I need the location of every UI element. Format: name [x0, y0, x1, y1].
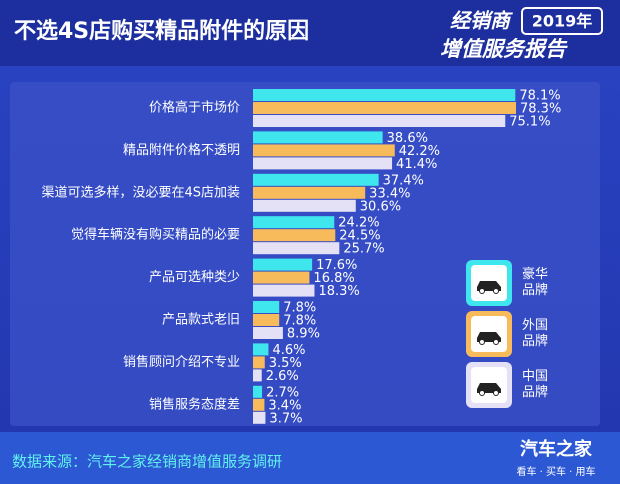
brand: 汽车之家	[520, 438, 593, 460]
legend-label: 中国品牌	[522, 369, 549, 400]
value-label: 42.2%	[399, 144, 440, 159]
bar	[253, 398, 265, 411]
value-label: 75.1%	[509, 115, 550, 130]
value-label: 18.3%	[318, 284, 359, 299]
bar	[253, 229, 336, 242]
category-label: 产品款式老旧	[162, 313, 240, 328]
category-label: 精品附件价格不透明	[123, 142, 240, 158]
value-label: 17.6%	[316, 258, 357, 273]
value-label: 24.5%	[339, 229, 380, 244]
value-label: 7.8%	[283, 301, 316, 316]
value-label: 4.6%	[272, 343, 305, 358]
bar	[253, 144, 395, 157]
bar	[253, 369, 262, 382]
value-label: 3.5%	[269, 356, 302, 371]
legend-wheel	[493, 339, 499, 345]
value-label: 25.7%	[343, 242, 384, 257]
bar	[253, 157, 393, 170]
bar	[253, 271, 310, 284]
report-name: 经销商	[450, 9, 513, 33]
value-label: 3.4%	[268, 398, 301, 413]
bar	[253, 173, 379, 186]
category-label: 销售顾问介绍不专业	[123, 354, 240, 370]
bar	[253, 385, 263, 398]
value-label: 41.4%	[396, 157, 437, 172]
value-label: 78.1%	[519, 89, 560, 104]
legend-label: 外国品牌	[522, 318, 549, 349]
category-label: 销售服务态度差	[149, 396, 240, 412]
bar	[253, 89, 516, 101]
report-year: 2019年	[532, 12, 593, 31]
bar	[253, 284, 315, 297]
value-label: 8.9%	[287, 327, 320, 342]
bar	[253, 216, 335, 229]
bar	[253, 242, 340, 255]
report-subtitle: 增值服务报告	[440, 37, 568, 61]
bar	[253, 356, 265, 369]
category-label: 渠道可选多样，没必要在4S店加装	[41, 184, 240, 200]
value-label: 38.6%	[387, 131, 428, 146]
value-label: 37.4%	[383, 173, 424, 188]
bar	[253, 186, 366, 199]
value-label: 2.7%	[266, 385, 299, 400]
value-label: 30.6%	[360, 199, 401, 214]
chart-title: 不选4S店购买精品附件的原因	[14, 18, 309, 44]
legend-label: 豪华品牌	[522, 267, 549, 298]
legend-wheel	[479, 390, 485, 396]
slogan: 看车 · 买车 · 用车	[516, 465, 595, 478]
value-label: 33.4%	[369, 186, 410, 201]
bar	[253, 102, 516, 114]
category-label: 产品可选种类少	[149, 270, 240, 285]
value-label: 7.8%	[283, 314, 316, 329]
bar	[253, 301, 280, 313]
value-label: 24.2%	[338, 216, 379, 231]
bar	[253, 411, 266, 424]
header-band	[0, 0, 620, 66]
value-label: 3.7%	[269, 411, 302, 426]
bar	[253, 115, 506, 127]
bar	[253, 343, 269, 356]
bar	[253, 314, 280, 326]
bar	[253, 258, 313, 271]
value-label: 78.3%	[520, 102, 561, 117]
value-label: 16.8%	[313, 271, 354, 286]
bar	[253, 131, 383, 144]
legend-wheel	[479, 288, 485, 294]
legend-wheel	[479, 339, 485, 345]
source: 数据来源：汽车之家经销商增值服务调研	[12, 453, 282, 471]
value-label: 2.6%	[266, 369, 299, 384]
footer-band	[0, 432, 620, 484]
year-box	[521, 7, 603, 35]
legend-wheel	[493, 390, 499, 396]
legend-wheel	[493, 288, 499, 294]
category-label: 价格高于市场价	[149, 100, 240, 116]
category-label: 觉得车辆没有购买精品的必要	[71, 227, 240, 243]
bar	[253, 199, 356, 212]
bar	[253, 327, 283, 339]
